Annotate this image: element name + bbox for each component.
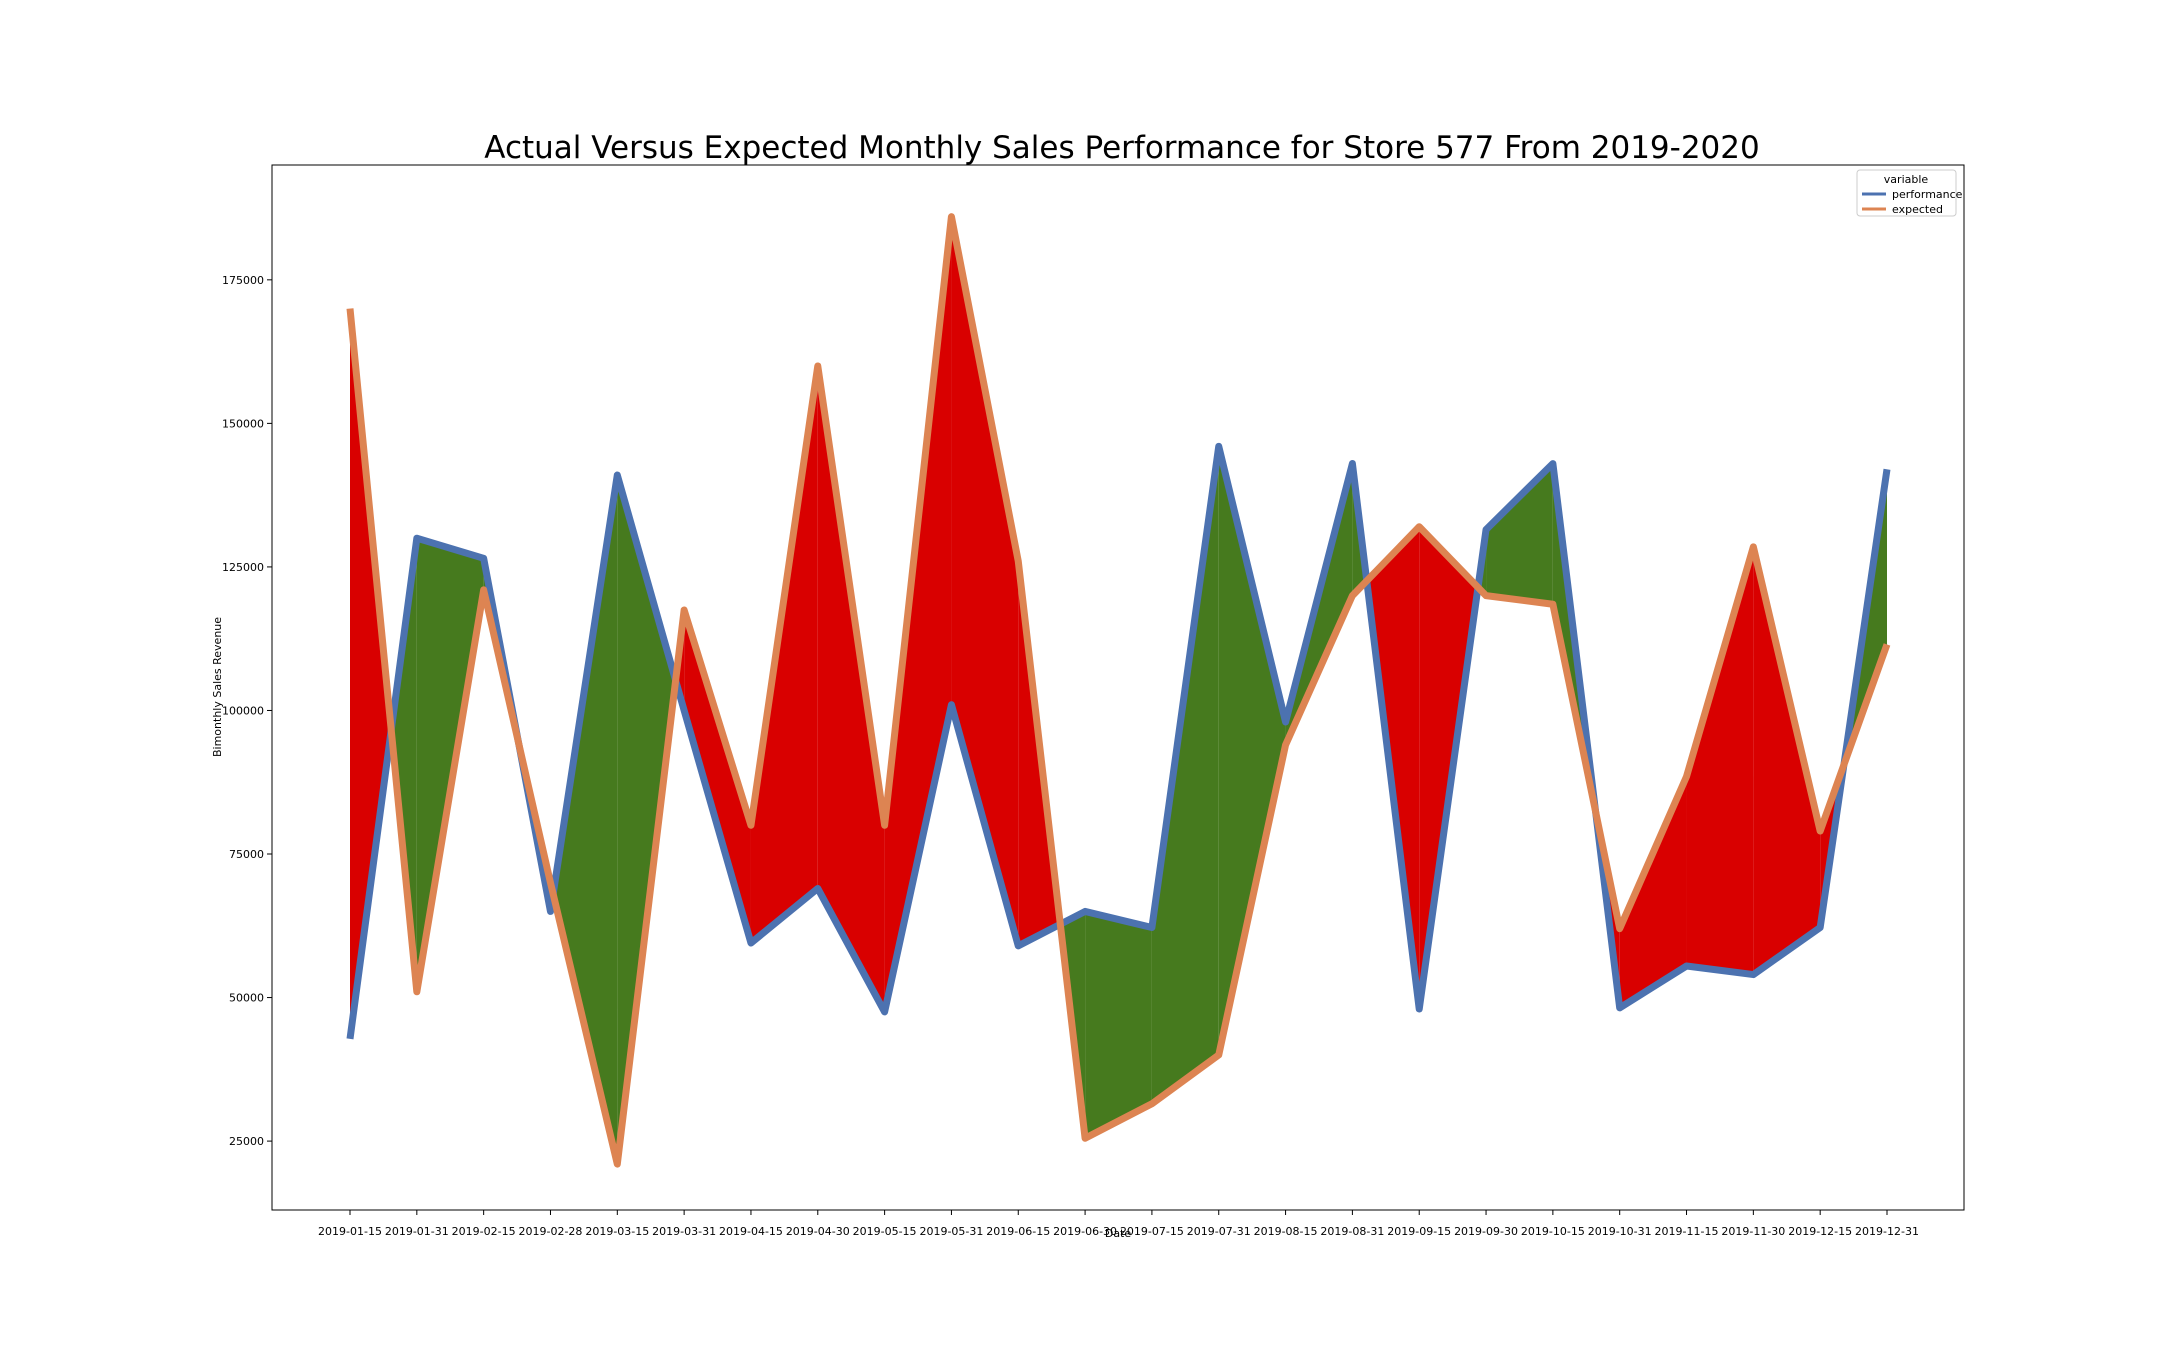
x-tick-label: 2019-05-31 [919,1225,983,1238]
x-axis-title: Date [1105,1227,1132,1240]
fill-region-above [1218,446,1286,1055]
x-axis-ticks: 2019-01-15 2019-01-31 2019-02-15 2019-02-28… [318,1210,1919,1238]
x-tick-label: 2019-09-30 [1454,1225,1518,1238]
x-tick-label: 2019-02-28 [519,1225,583,1238]
x-tick-label: 2019-09-15 [1387,1225,1451,1238]
x-tick-label: 2019-12-31 [1855,1225,1919,1238]
chart-title: Actual Versus Expected Monthly Sales Per… [484,130,1759,166]
x-tick-label: 2019-07-15 [1120,1225,1184,1238]
y-tick-label: 175000 [222,274,264,287]
fill-region-below [750,365,818,944]
x-tick-label: 2019-08-31 [1320,1225,1384,1238]
fill-region-above [1486,463,1553,605]
fill-region-below [817,365,885,1012]
x-tick-label: 2019-01-31 [385,1225,449,1238]
x-tick-label: 2019-11-30 [1721,1225,1785,1238]
y-tick-label: 50000 [229,992,264,1005]
x-tick-label: 2019-07-31 [1187,1225,1251,1238]
x-tick-label: 2019-04-15 [719,1225,783,1238]
y-tick-label: 25000 [229,1135,264,1148]
x-tick-label: 2019-06-15 [986,1225,1050,1238]
legend: variable performance expected [1856,169,1963,217]
line-layer [346,213,1891,1168]
x-tick-label: 2019-03-15 [585,1225,649,1238]
y-tick-label: 75000 [229,848,264,861]
x-tick-label: 2019-11-15 [1655,1225,1719,1238]
y-tick-label: 100000 [222,704,264,717]
x-tick-label: 2019-12-15 [1788,1225,1852,1238]
fill-region-below [350,308,392,1039]
fill-region-above [391,538,417,992]
y-tick-label: 150000 [222,417,264,430]
legend-title: variable [1884,173,1929,186]
x-tick-label: 2019-03-31 [652,1225,716,1238]
y-axis-title: Bimonthly Sales Revenue [211,617,224,757]
legend-label-performance: performance [1892,188,1963,201]
fill-region-below [1753,546,1821,975]
x-tick-label: 2019-06-30 [1053,1225,1117,1238]
fill-region-above [1151,446,1219,1104]
x-tick-label: 2019-10-15 [1521,1225,1585,1238]
fill-region-above [617,475,676,1165]
series-line-expected [346,213,1891,1168]
fill-region-above [553,475,618,1165]
fill-region-below [1619,776,1687,1008]
fill-region-below [884,216,952,1012]
legend-box [1856,169,1957,217]
x-tick-label: 2019-01-15 [318,1225,382,1238]
x-tick-label: 2019-10-31 [1588,1225,1652,1238]
x-tick-label: 2019-08-15 [1254,1225,1318,1238]
x-tick-label: 2019-04-30 [786,1225,850,1238]
x-tick-label: 2019-05-15 [853,1225,917,1238]
series-line-performance [346,442,1891,1040]
y-axis-ticks: 25000 50000 75000 100000 125000 150000 175000 [222,274,272,1148]
y-tick-label: 125000 [222,561,264,574]
legend-label-expected: expected [1892,203,1943,216]
fill-region-below [1686,546,1754,975]
x-tick-label: 2019-02-15 [452,1225,516,1238]
fill-region-below [684,609,751,944]
fill-region-above [1085,911,1152,1139]
plot-frame [271,164,1965,1211]
